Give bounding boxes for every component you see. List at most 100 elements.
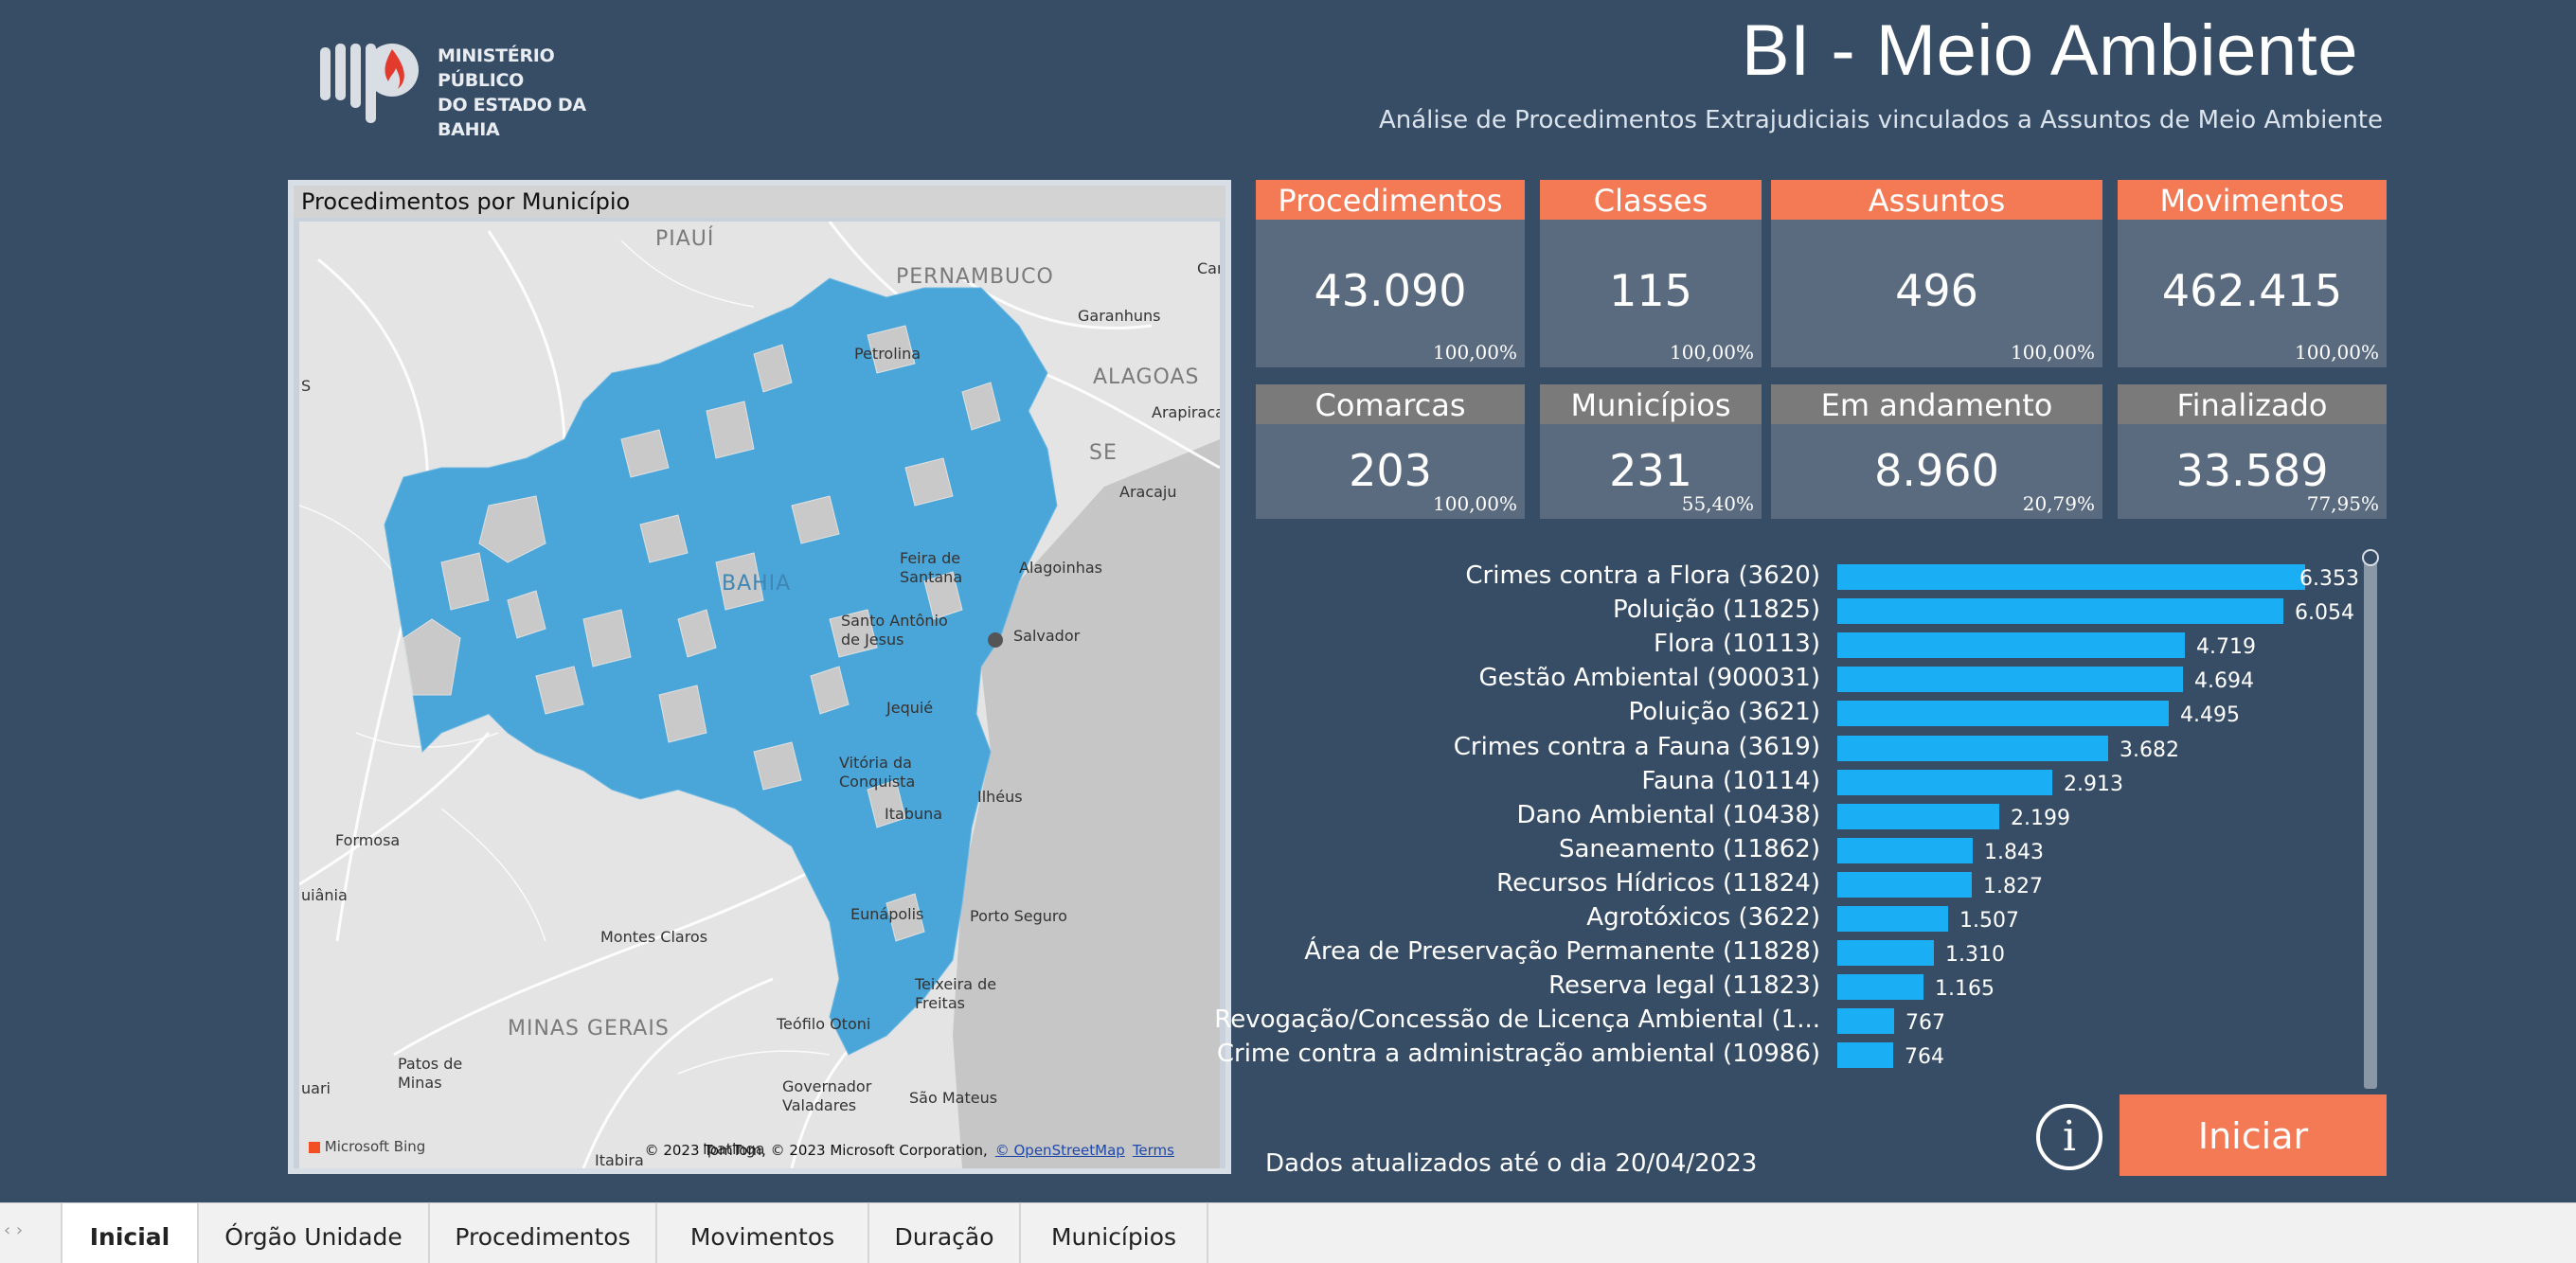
bar-value-label: 4.694 [2194,669,2254,694]
bar-row[interactable]: Fauna (10114) 2.913 [1256,764,2388,798]
kpi-value: 33.589 [2175,445,2329,496]
bar-category-label: Dano Ambiental (10438) [1516,800,1820,829]
bar[interactable] [1837,667,2183,693]
map-label-bahia: BAHIA [722,572,792,596]
bar-row[interactable]: Agrotóxicos (3622) 1.507 [1256,900,2388,934]
bar-row[interactable]: Crimes contra a Fauna (3619) 3.682 [1256,730,2388,764]
kpi-municipios[interactable]: Municípios 231 55,40% [1540,384,1762,519]
osm-link[interactable]: © OpenStreetMap [994,1142,1125,1159]
bar[interactable] [1837,837,1973,863]
bar[interactable] [1837,906,1948,932]
bar[interactable] [1837,769,2052,795]
map-city-s: S [301,377,312,395]
bar[interactable] [1837,701,2169,727]
bar-value-label: 6.054 [2295,601,2354,626]
kpi-percent: 55,40% [1681,492,1754,515]
bar-row[interactable]: Flora (10113) 4.719 [1256,627,2388,661]
bar-row[interactable]: Revogação/Concessão de Licença Ambiental… [1214,1003,2388,1037]
bar-row[interactable]: Área de Preservação Permanente (11828) 1.… [1256,934,2388,969]
bar-value-label: 2.199 [2011,806,2070,830]
bar-value-label: 1.165 [1935,977,1995,1002]
kpi-label: Comarcas [1256,384,1525,424]
page-tab-bar: ‹ › Inicial Órgão Unidade Procedimentos … [0,1202,2576,1263]
bar-category-label: Crime contra a administração ambiental (… [1216,1040,1820,1069]
bar[interactable] [1837,940,1934,967]
bar-value-label: 1.507 [1959,909,2019,933]
start-button[interactable]: Iniciar [2120,1094,2387,1176]
map-visual[interactable]: Procedimentos por Município [288,180,1231,1174]
bar-value-label: 764 [1905,1045,1944,1070]
kpi-finalizado[interactable]: Finalizado 33.589 77,95% [2118,384,2387,519]
bar-row[interactable]: Saneamento (11862) 1.843 [1256,832,2388,866]
bar-row[interactable]: Poluição (11825) 6.054 [1256,593,2388,627]
info-button[interactable]: i [2036,1104,2102,1170]
page-subtitle: Análise de Procedimentos Extrajudiciais … [1378,106,2383,134]
kpi-label: Municípios [1540,384,1762,424]
assuntos-bar-chart[interactable]: Crimes contra a Flora (3620) 6.353 Poluiçã… [1214,559,2388,1079]
kpi-label: Assuntos [1771,180,2102,220]
kpi-assuntos[interactable]: Assuntos 496 100,00% [1771,180,2102,367]
tab-inicial[interactable]: Inicial [61,1203,199,1263]
kpi-comarcas[interactable]: Comarcas 203 100,00% [1256,384,1525,519]
bar-category-label: Crimes contra a Fauna (3619) [1453,732,1820,761]
bar-value-label: 767 [1905,1011,1945,1036]
bar-category-label: Reserva legal (11823) [1548,971,1820,1001]
bar-row[interactable]: Dano Ambiental (10438) 2.199 [1256,798,2388,832]
map-city-uari: uari [301,1079,331,1097]
bar[interactable] [1837,871,1972,898]
map-city-feira-de-santana: Feira de Santana [900,549,963,586]
bar[interactable] [1837,974,1923,1001]
tab-procedimentos[interactable]: Procedimentos [430,1203,657,1263]
kpi-label: Procedimentos [1256,180,1525,220]
tab-duracao[interactable]: Duração [869,1203,1021,1263]
kpi-procedimentos[interactable]: Procedimentos 43.090 100,00% [1256,180,1525,367]
bar-row[interactable]: Reserva legal (11823) 1.165 [1256,969,2388,1003]
tab-movimentos[interactable]: Movimentos [657,1203,869,1263]
map-city-teixeira-de-freitas: Teixeira de Freitas [915,975,997,1012]
map-city-arapiraca: Arapiraca [1152,403,1220,421]
bar-row[interactable]: Poluição (3621) 4.495 [1256,695,2388,729]
kpi-value: 496 [1895,265,1978,316]
tab-scroll-arrows-icon[interactable]: ‹ › [4,1220,24,1240]
tab-municipios[interactable]: Municípios [1021,1203,1208,1263]
kpi-value: 203 [1349,445,1432,496]
bar[interactable] [1837,1042,1893,1069]
map-canvas[interactable]: PIAUÍ PERNAMBUCO ALAGOAS SE BAHIA MINAS … [299,222,1220,1168]
bar-row[interactable]: Gestão Ambiental (900031) 4.694 [1256,661,2388,695]
bar[interactable] [1837,1008,1894,1035]
bar-category-label: Área de Preservação Permanente (11828) [1304,937,1820,967]
map-label-pernambuco: PERNAMBUCO [896,265,1054,289]
kpi-percent: 100,00% [1433,341,1517,364]
data-updated-text: Dados atualizados até o dia 20/04/2023 [1265,1149,1758,1178]
terms-link[interactable]: Terms [1132,1142,1174,1159]
bar-row[interactable]: Crime contra a administração ambiental (… [1217,1037,2388,1071]
bar[interactable] [1837,632,2185,659]
bar[interactable] [1837,598,2283,625]
chart-scroll-handle[interactable] [2362,549,2379,566]
kpi-value: 115 [1609,265,1692,316]
bar[interactable] [1837,564,2305,590]
chart-scrollbar[interactable] [2362,549,2379,1089]
map-city-formosa: Formosa [335,831,401,849]
map-city-aracaju: Aracaju [1119,483,1177,501]
bing-logo-icon [309,1141,320,1153]
kpi-em-andamento[interactable]: Em andamento 8.960 20,79% [1771,384,2102,519]
kpi-value: 43.090 [1314,265,1467,316]
tab-orgao-unidade[interactable]: Órgão Unidade [199,1203,430,1263]
kpi-movimentos[interactable]: Movimentos 462.415 100,00% [2118,180,2387,367]
kpi-value: 231 [1609,445,1692,496]
page-title: BI - Meio Ambiente [1741,10,2358,91]
bar-row[interactable]: Recursos Hídricos (11824) 1.827 [1256,866,2388,900]
map-city-itabira: Itabira [595,1151,644,1168]
kpi-percent: 100,00% [2295,341,2379,364]
bar-row[interactable]: Crimes contra a Flora (3620) 6.353 [1256,559,2388,593]
bar-value-label: 4.495 [2180,703,2240,728]
kpi-percent: 77,95% [2306,492,2379,515]
bar-category-label: Crimes contra a Flora (3620) [1465,561,1820,590]
bar[interactable] [1837,735,2108,761]
bar[interactable] [1837,803,1999,829]
kpi-classes[interactable]: Classes 115 100,00% [1540,180,1762,367]
map-city-car: Car [1197,259,1220,277]
map-city-itabuna: Itabuna [885,805,943,823]
map-city-porto-seguro: Porto Seguro [970,907,1067,925]
